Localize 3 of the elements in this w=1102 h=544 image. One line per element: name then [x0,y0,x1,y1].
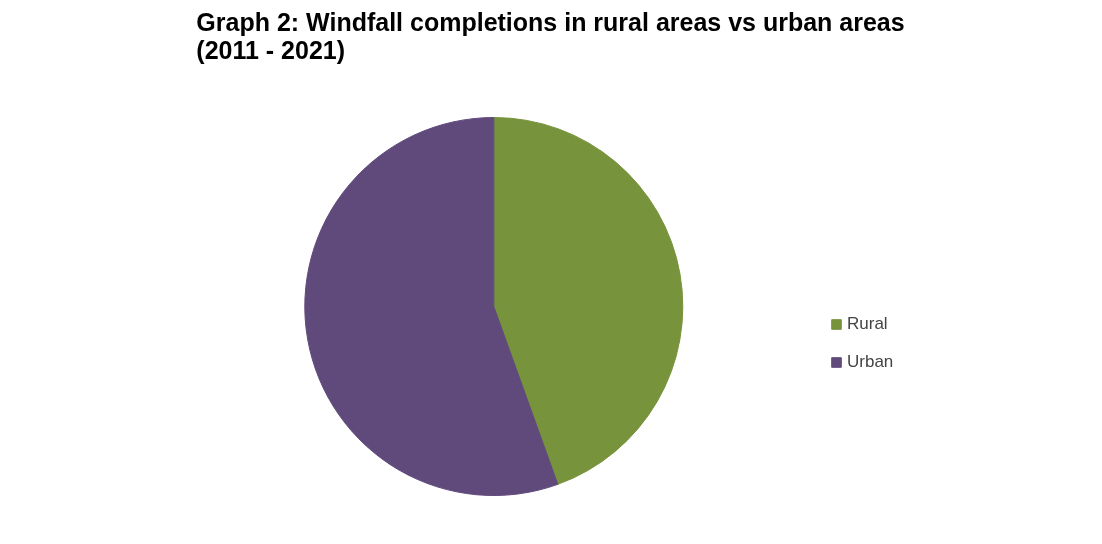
chart-title: Graph 2: Windfall completions in rural areas vs urban areas (2011 - 2021) [196,7,905,64]
legend-label: Urban [847,352,894,372]
legend-label: Rural [847,314,888,334]
